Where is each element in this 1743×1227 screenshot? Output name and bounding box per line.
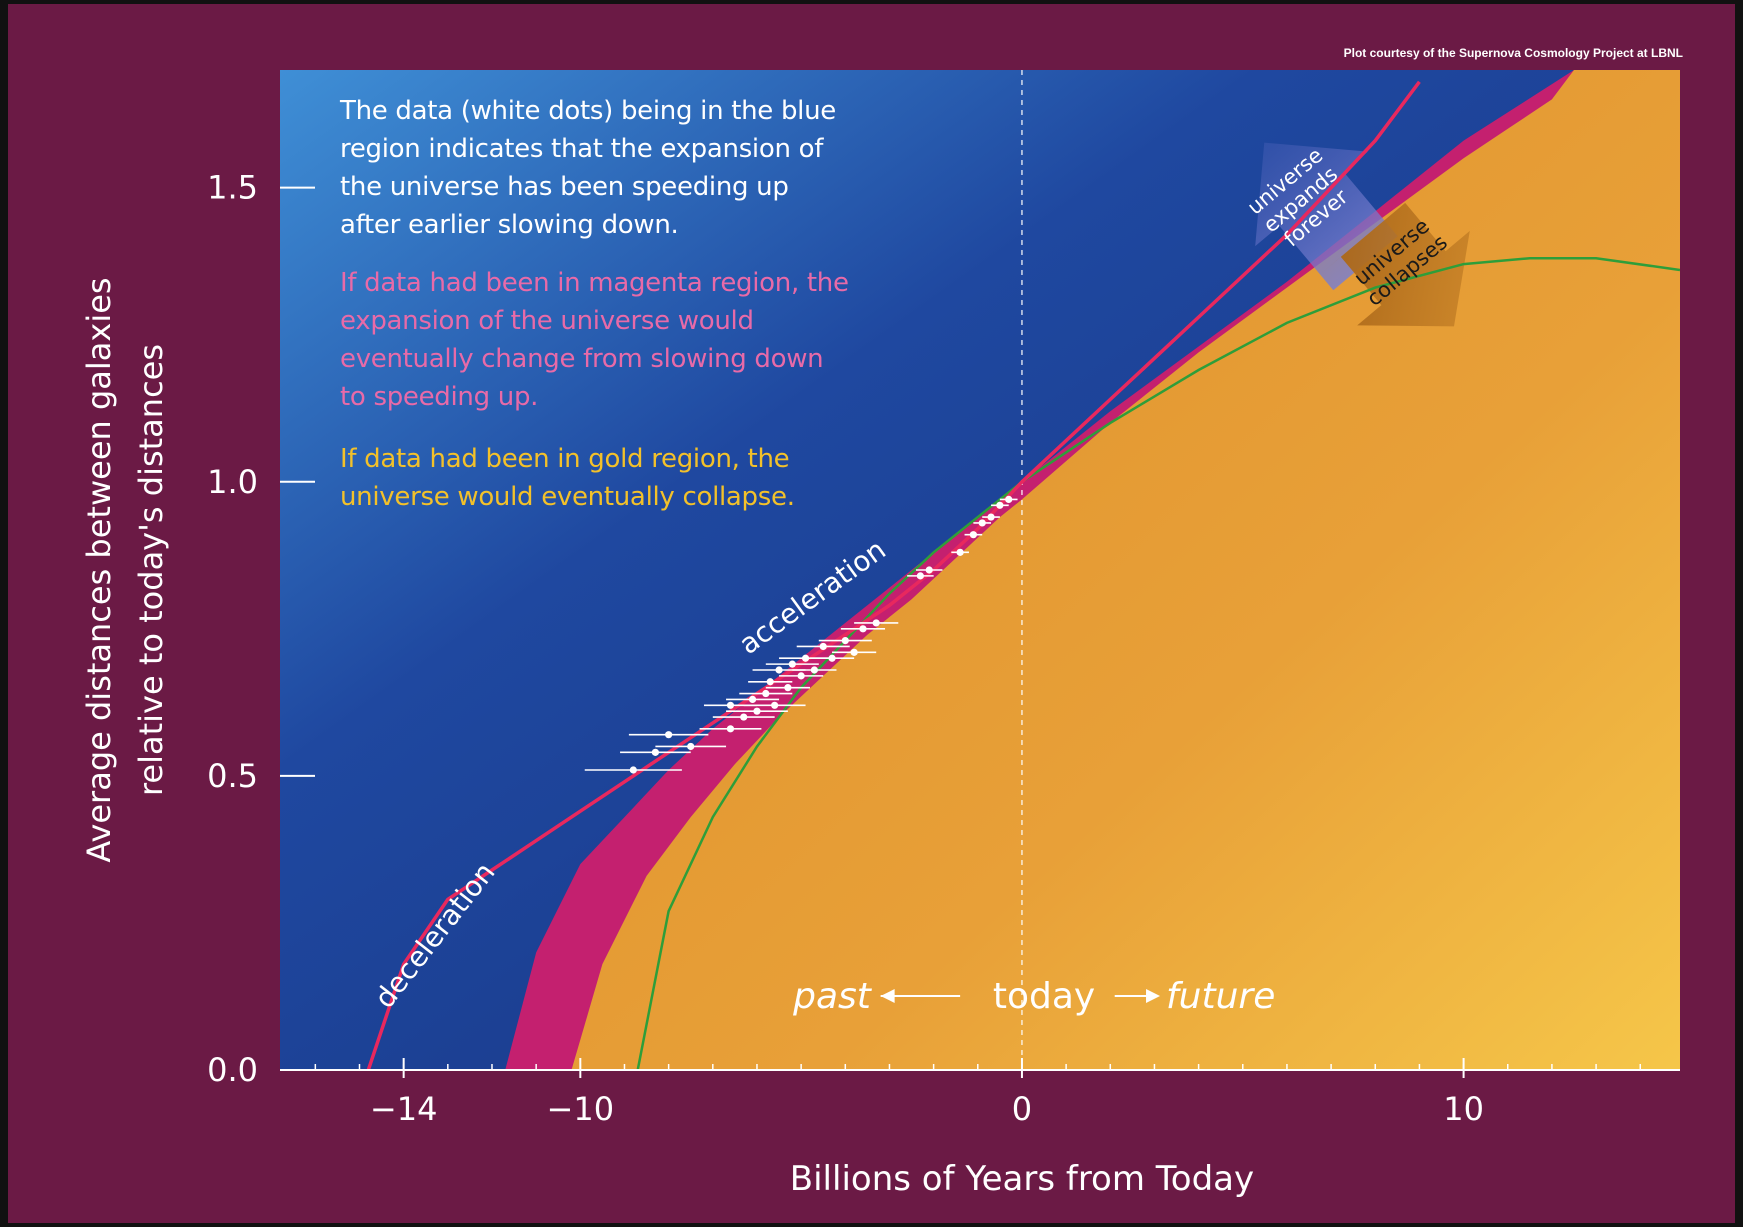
data-point	[765, 684, 810, 692]
data-point	[655, 742, 727, 751]
note-gold-region: If data had been in gold region, the uni…	[340, 440, 795, 516]
data-point-dot	[788, 660, 796, 668]
past-label: past	[792, 976, 873, 1017]
data-point	[964, 531, 983, 539]
data-point-dot	[1005, 495, 1013, 504]
data-point-dot	[687, 742, 695, 751]
data-point	[809, 654, 855, 662]
data-point-dot	[916, 572, 924, 580]
note-line: after earlier slowing down.	[340, 210, 679, 240]
data-point-dot	[996, 501, 1004, 509]
data-point	[739, 689, 793, 698]
expands-arrow-shape	[1255, 142, 1422, 311]
data-point	[973, 519, 992, 527]
data-point-dot	[748, 695, 757, 704]
data-point	[999, 495, 1018, 504]
data-point	[951, 548, 969, 556]
data-point-dot	[850, 648, 858, 656]
data-point-dot	[753, 707, 761, 715]
data-point-dot	[969, 531, 977, 539]
data-point	[779, 672, 824, 680]
data-point	[854, 619, 899, 627]
y-tick-label: 0.5	[207, 757, 258, 795]
y-axis-label-line: Average distances between galaxies	[80, 277, 118, 862]
data-point	[832, 648, 877, 656]
data-point	[991, 501, 1009, 509]
past-arrowhead	[880, 989, 895, 1003]
data-point	[915, 566, 943, 574]
y-axis-label-line: relative to today's distances	[132, 344, 170, 796]
note-line: region indicates that the expansion of	[340, 134, 824, 164]
data-point-dot	[784, 684, 792, 692]
expands-forever-arrow	[1255, 142, 1422, 311]
data-point	[726, 707, 788, 715]
x-tick-label: −14	[370, 1090, 438, 1128]
note-blue-region: The data (white dots) being in the blue …	[340, 92, 836, 244]
y-tick-label: 1.0	[207, 463, 258, 501]
data-point-dot	[841, 636, 849, 645]
data-point-dot	[766, 678, 774, 686]
collapses-arrow-shape	[1316, 182, 1470, 327]
future-arrowhead	[1146, 989, 1161, 1003]
data-point	[840, 625, 886, 633]
data-point	[712, 713, 775, 721]
data-point-dot	[775, 666, 783, 674]
data-point-dot	[828, 654, 836, 662]
x-tick-label: 10	[1443, 1090, 1484, 1128]
data-point-dot	[740, 713, 748, 721]
data-point-dot	[819, 642, 827, 651]
data-point-dot	[810, 666, 818, 674]
data-point-dot	[859, 625, 867, 633]
data-point-dot	[872, 619, 880, 627]
data-point	[628, 731, 709, 739]
data-point	[743, 701, 806, 709]
data-point	[620, 748, 691, 756]
note-line: expansion of the universe would	[340, 306, 754, 336]
data-point-dot	[797, 672, 805, 680]
note-line: If data had been in gold region, the	[340, 444, 790, 474]
x-axis-label: Billions of Years from Today	[790, 1159, 1254, 1199]
note-line: If data had been in magenta region, the	[340, 268, 849, 298]
note-line: The data (white dots) being in the blue	[340, 96, 836, 126]
data-point-dot	[762, 689, 770, 698]
note-magenta-region: If data had been in magenta region, the …	[340, 264, 849, 416]
y-tick-label: 0.0	[207, 1051, 258, 1089]
collapses-arrow	[1316, 182, 1470, 327]
y-tick-label: 1.5	[207, 169, 258, 207]
data-point	[699, 725, 762, 733]
data-point-dot	[726, 701, 735, 709]
data-point	[818, 636, 872, 645]
data-point	[982, 513, 1000, 521]
data-point-dot	[925, 566, 933, 574]
data-point-dot	[651, 748, 659, 756]
data-point	[748, 678, 793, 686]
y-axis-label: Average distances between galaxies relati…	[80, 277, 170, 862]
data-point-dot	[956, 548, 964, 556]
data-point-dot	[665, 731, 673, 739]
data-point-dot	[771, 701, 779, 709]
data-point	[584, 766, 682, 774]
data-point	[796, 642, 850, 651]
note-line: the universe has been speeding up	[340, 172, 789, 202]
x-tick-label: −10	[547, 1090, 615, 1128]
note-line: to speeding up.	[340, 382, 539, 412]
data-point-dot	[978, 519, 986, 527]
data-point-dot	[801, 654, 810, 662]
today-label: today	[993, 976, 1095, 1017]
data-point-dot	[629, 766, 637, 774]
credit-text: Plot courtesy of the Supernova Cosmology…	[1343, 46, 1683, 60]
data-point-dot	[726, 725, 735, 733]
future-label: future	[1166, 976, 1275, 1017]
note-line: universe would eventually collapse.	[340, 482, 795, 512]
data-point	[726, 695, 780, 704]
data-point	[765, 660, 819, 668]
note-line: eventually change from slowing down	[340, 344, 824, 374]
data-point	[792, 666, 837, 674]
data-point-dot	[987, 513, 995, 521]
x-tick-label: 0	[1012, 1090, 1032, 1128]
data-point	[907, 572, 934, 580]
